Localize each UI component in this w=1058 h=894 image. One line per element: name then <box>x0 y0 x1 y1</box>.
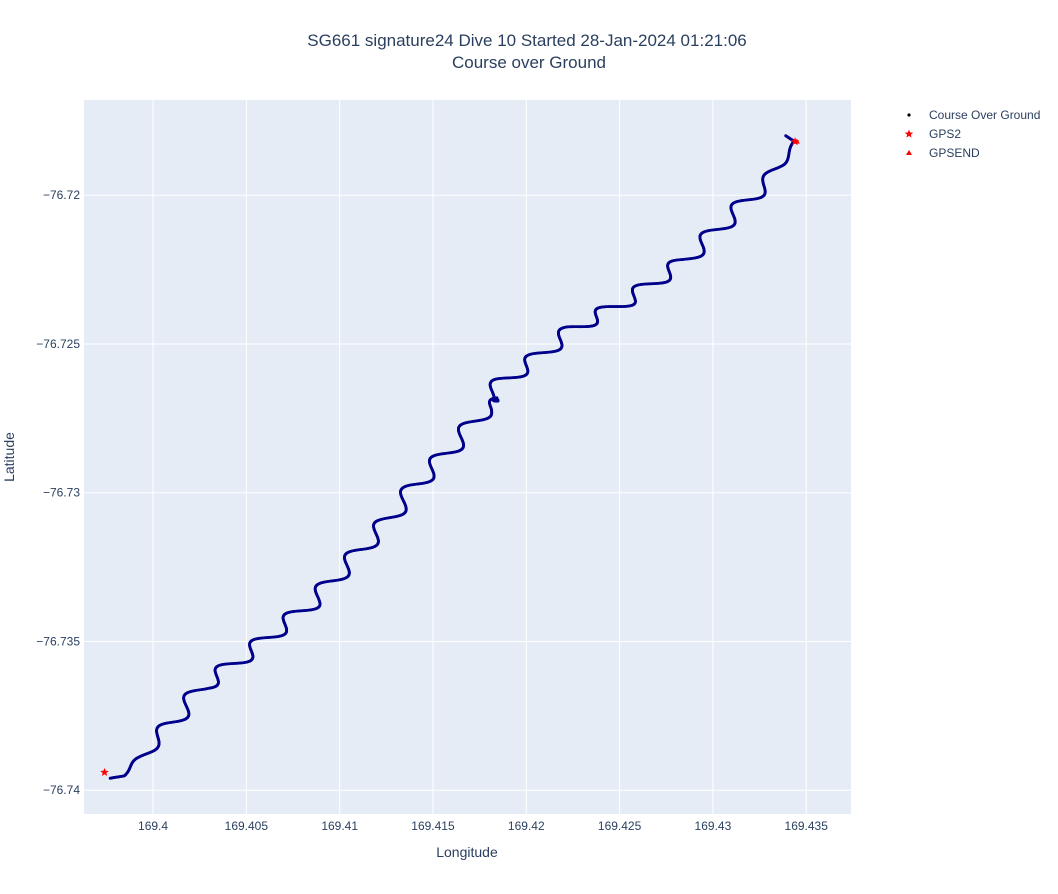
x-tick-label: 169.405 <box>225 819 269 833</box>
legend-item-label[interactable]: Course Over Ground <box>929 108 1040 122</box>
y-tick-label: −76.73 <box>43 486 80 500</box>
y-tick-label: −76.74 <box>43 783 80 797</box>
legend-marker-gps2 <box>904 129 914 138</box>
x-tick-label: 169.42 <box>508 819 545 833</box>
x-tick-label: 169.43 <box>695 819 732 833</box>
x-axis-label: Longitude <box>436 844 498 860</box>
x-tick-label: 169.4 <box>138 819 168 833</box>
y-axis-ticks: −76.72 −76.725 −76.73 −76.735 −76.74 <box>36 188 80 797</box>
gpsend-point <box>793 138 800 144</box>
y-tick-label: −76.735 <box>36 634 80 648</box>
x-tick-label: 169.425 <box>598 819 642 833</box>
y-axis-label: Latitude <box>1 432 17 482</box>
course-point <box>784 134 788 138</box>
x-tick-label: 169.415 <box>411 819 455 833</box>
legend-item-label[interactable]: GPS2 <box>929 127 961 141</box>
chart-title: SG661 signature24 Dive 10 Started 28-Jan… <box>307 31 746 50</box>
data-layer <box>100 134 800 780</box>
legend-marker-course-over-ground <box>907 113 911 117</box>
legend-item-label[interactable]: GPSEND <box>929 146 980 160</box>
y-tick-label: −76.725 <box>36 337 80 351</box>
x-tick-label: 169.41 <box>321 819 358 833</box>
plot-area <box>84 100 851 814</box>
chart-subtitle: Course over Ground <box>452 53 606 72</box>
gps2-point <box>790 137 800 146</box>
gps2-point <box>100 767 109 776</box>
legend-marker-gpsend <box>906 150 912 155</box>
y-tick-label: −76.72 <box>43 188 80 202</box>
x-tick-label: 169.435 <box>785 819 829 833</box>
x-axis-ticks: 169.4 169.405 169.41 169.415 169.42 169.425 16… <box>138 819 828 833</box>
legend[interactable]: Course Over Ground GPS2 GPSEND <box>904 108 1041 160</box>
grid-lines <box>84 100 851 814</box>
